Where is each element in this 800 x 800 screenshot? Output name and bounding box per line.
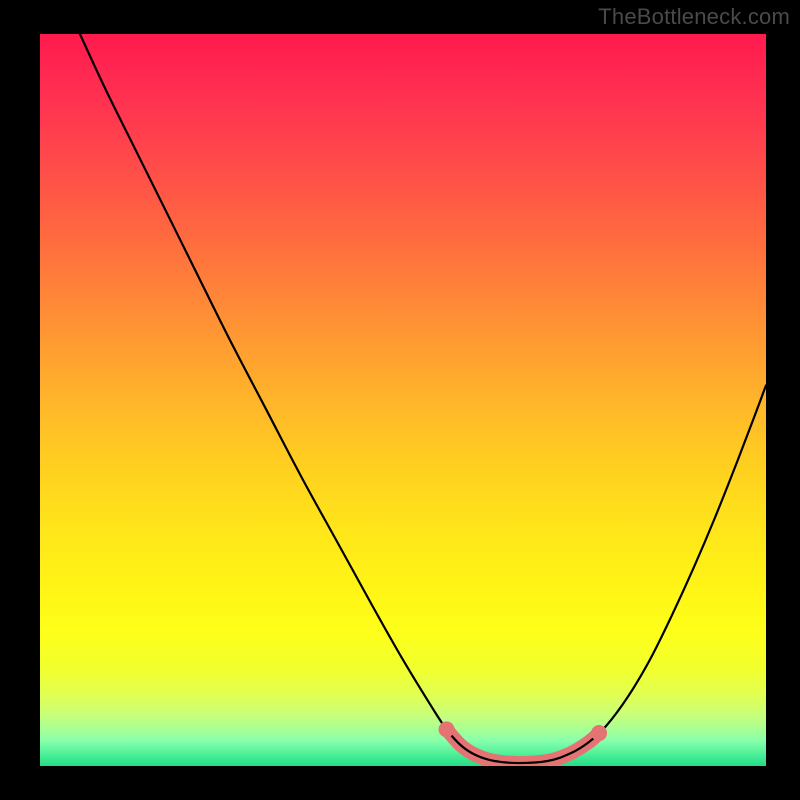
highlight-endcaps (439, 721, 607, 741)
watermark-text: TheBottleneck.com (598, 4, 790, 30)
stage: TheBottleneck.com (0, 0, 800, 800)
plot-area (40, 34, 766, 766)
curve-layer (40, 34, 766, 766)
highlight-endcap-dot (591, 725, 607, 741)
highlight-endcap-dot (439, 721, 455, 737)
highlight-segment (447, 729, 599, 763)
bottleneck-curve (80, 34, 766, 763)
